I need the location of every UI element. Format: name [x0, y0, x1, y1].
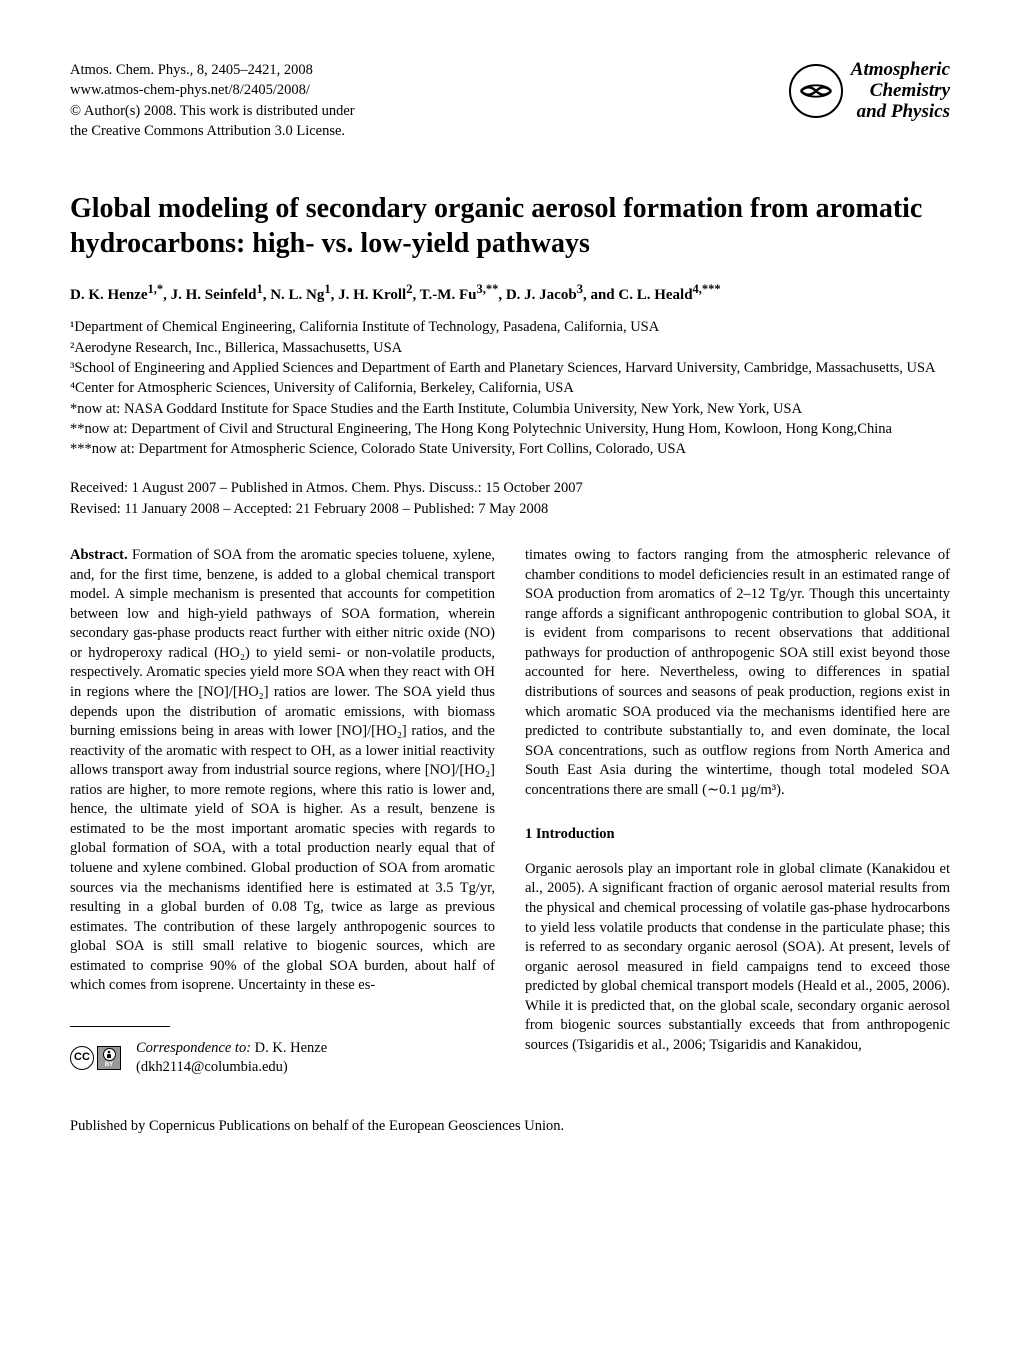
abstract-continuation: timates owing to factors ranging from th…: [525, 546, 950, 800]
journal-logo-icon: [789, 64, 843, 118]
affiliation-note-2: **now at: Department of Civil and Struct…: [70, 419, 950, 439]
column-right: timates owing to factors ranging from th…: [525, 546, 950, 1077]
header-text: Atmos. Chem. Phys., 8, 2405–2421, 2008 w…: [70, 60, 355, 141]
footer: Published by Copernicus Publications on …: [70, 1117, 950, 1137]
header: Atmos. Chem. Phys., 8, 2405–2421, 2008 w…: [70, 60, 950, 141]
abstract-text: Formation of SOA from the aromatic speci…: [70, 547, 495, 993]
journal-name-line2: Chemistry: [851, 81, 950, 102]
affiliation-note-1: *now at: NASA Goddard Institute for Spac…: [70, 399, 950, 419]
affiliation-1: ¹Department of Chemical Engineering, Cal…: [70, 317, 950, 337]
article-title: Global modeling of secondary organic aer…: [70, 191, 950, 261]
correspondence-text: Correspondence to: D. K. Henze (dkh2114@…: [136, 1039, 327, 1077]
correspondence-block: CC BY Correspondence to: D. K. Henze (dk…: [70, 1039, 495, 1077]
publication-dates: Received: 1 August 2007 – Published in A…: [70, 478, 950, 522]
affiliation-2: ²Aerodyne Research, Inc., Billerica, Mas…: [70, 338, 950, 358]
correspondence-email: (dkh2114@columbia.edu): [136, 1059, 288, 1075]
by-label: BY: [105, 1061, 113, 1069]
copyright-line1: © Author(s) 2008. This work is distribut…: [70, 101, 355, 121]
journal-name-line1: Atmospheric: [851, 60, 950, 81]
abstract-label: Abstract.: [70, 547, 128, 563]
affiliation-note-3: ***now at: Department for Atmospheric Sc…: [70, 439, 950, 459]
journal-name: Atmospheric Chemistry and Physics: [851, 60, 950, 123]
affiliation-3: ³School of Engineering and Applied Scien…: [70, 358, 950, 378]
journal-badge: Atmospheric Chemistry and Physics: [789, 60, 950, 123]
journal-name-line3: and Physics: [851, 102, 950, 123]
introduction-heading: 1 Introduction: [525, 825, 950, 845]
introduction-text: Organic aerosols play an important role …: [525, 860, 950, 1056]
copyright-line2: the Creative Commons Attribution 3.0 Lic…: [70, 121, 355, 141]
authors: D. K. Henze1,*, J. H. Seinfeld1, N. L. N…: [70, 281, 950, 305]
by-person-icon: [103, 1048, 116, 1061]
dates-line1: Received: 1 August 2007 – Published in A…: [70, 478, 950, 500]
divider: [70, 1026, 170, 1027]
journal-citation: Atmos. Chem. Phys., 8, 2405–2421, 2008: [70, 60, 355, 80]
affiliation-4: ⁴Center for Atmospheric Sciences, Univer…: [70, 378, 950, 398]
affiliations: ¹Department of Chemical Engineering, Cal…: [70, 317, 950, 459]
body-columns: Abstract. Formation of SOA from the arom…: [70, 546, 950, 1077]
column-left: Abstract. Formation of SOA from the arom…: [70, 546, 495, 1077]
cc-license-icon: CC BY: [70, 1046, 121, 1070]
abstract-paragraph: Abstract. Formation of SOA from the arom…: [70, 546, 495, 996]
cc-circle-icon: CC: [70, 1046, 94, 1070]
dates-line2: Revised: 11 January 2008 – Accepted: 21 …: [70, 499, 950, 521]
by-box-icon: BY: [97, 1046, 121, 1070]
correspondence-name: D. K. Henze: [251, 1040, 327, 1056]
journal-url: www.atmos-chem-phys.net/8/2405/2008/: [70, 80, 355, 100]
correspondence-label: Correspondence to:: [136, 1040, 251, 1056]
